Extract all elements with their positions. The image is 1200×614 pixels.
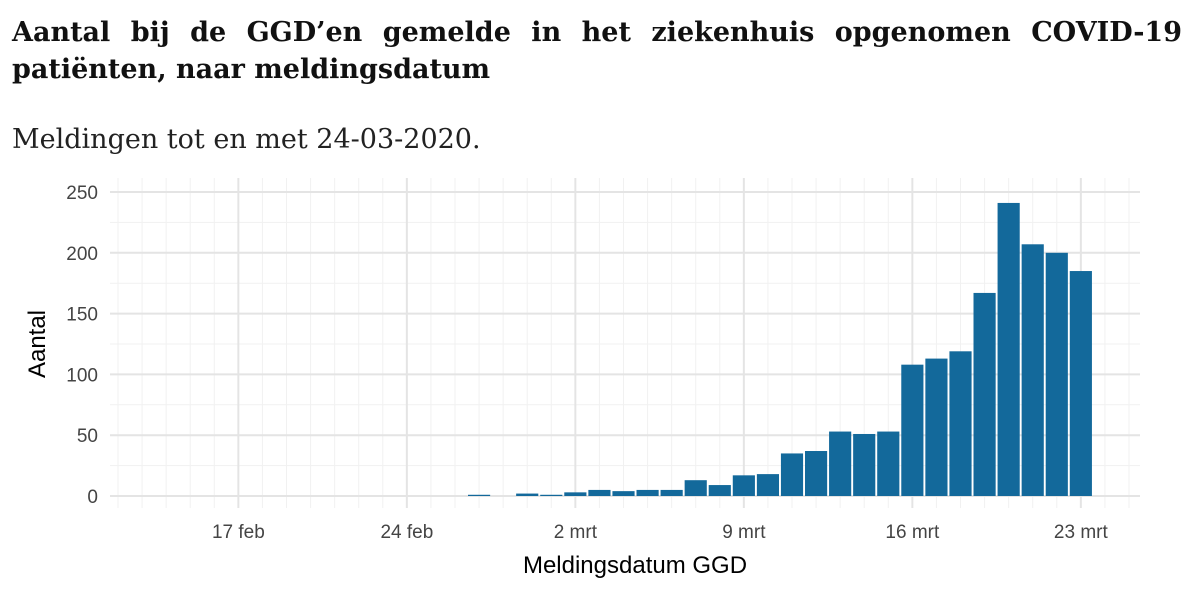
bar — [853, 433, 876, 496]
x-tick-label: 17 feb — [212, 522, 265, 543]
bar — [1021, 244, 1044, 496]
bar — [684, 480, 707, 496]
bar — [925, 358, 948, 496]
x-tick-label: 24 feb — [380, 522, 433, 543]
grid-lines — [110, 178, 1140, 508]
y-tick-label: 250 — [66, 183, 98, 204]
bar — [997, 202, 1020, 496]
bar — [732, 475, 755, 496]
bar — [805, 451, 828, 496]
bar — [708, 485, 731, 496]
y-tick-label: 100 — [66, 365, 98, 386]
y-tick-label: 0 — [87, 487, 98, 508]
bar — [660, 489, 683, 496]
chart-subtitle: Meldingen tot en met 24-03-2020. — [12, 124, 481, 155]
bar — [877, 431, 900, 496]
bar — [540, 494, 563, 496]
x-tick-label: 9 mrt — [722, 522, 766, 543]
x-tick-label: 2 mrt — [554, 522, 598, 543]
y-axis-title: Aantal — [24, 310, 51, 378]
bar — [588, 489, 611, 496]
bar — [1045, 252, 1068, 496]
chart-title: Aantal bij de GGD’en gemelde in het ziek… — [12, 17, 1182, 85]
bar — [468, 494, 491, 496]
y-tick-label: 150 — [66, 305, 98, 326]
bar — [780, 453, 804, 496]
bar — [636, 489, 659, 496]
x-tick-label: 23 mrt — [1054, 522, 1109, 543]
bar — [973, 292, 996, 496]
bar — [1069, 271, 1092, 496]
y-tick-label: 200 — [66, 244, 98, 265]
bar — [756, 474, 780, 496]
x-axis-title: Meldingsdatum GGD — [523, 552, 747, 579]
bar — [516, 493, 539, 496]
bar — [829, 431, 852, 496]
bar — [901, 364, 924, 496]
bar — [564, 492, 587, 496]
bar — [949, 351, 972, 496]
axis-labels: 17 feb 24 feb 2 mrt 9 mrt 16 mrt 23 mrt 0 50 100… — [66, 183, 1108, 543]
x-tick-label: 16 mrt — [885, 522, 940, 543]
bars — [468, 202, 1092, 496]
y-tick-label: 50 — [77, 426, 98, 447]
bar — [612, 491, 635, 496]
